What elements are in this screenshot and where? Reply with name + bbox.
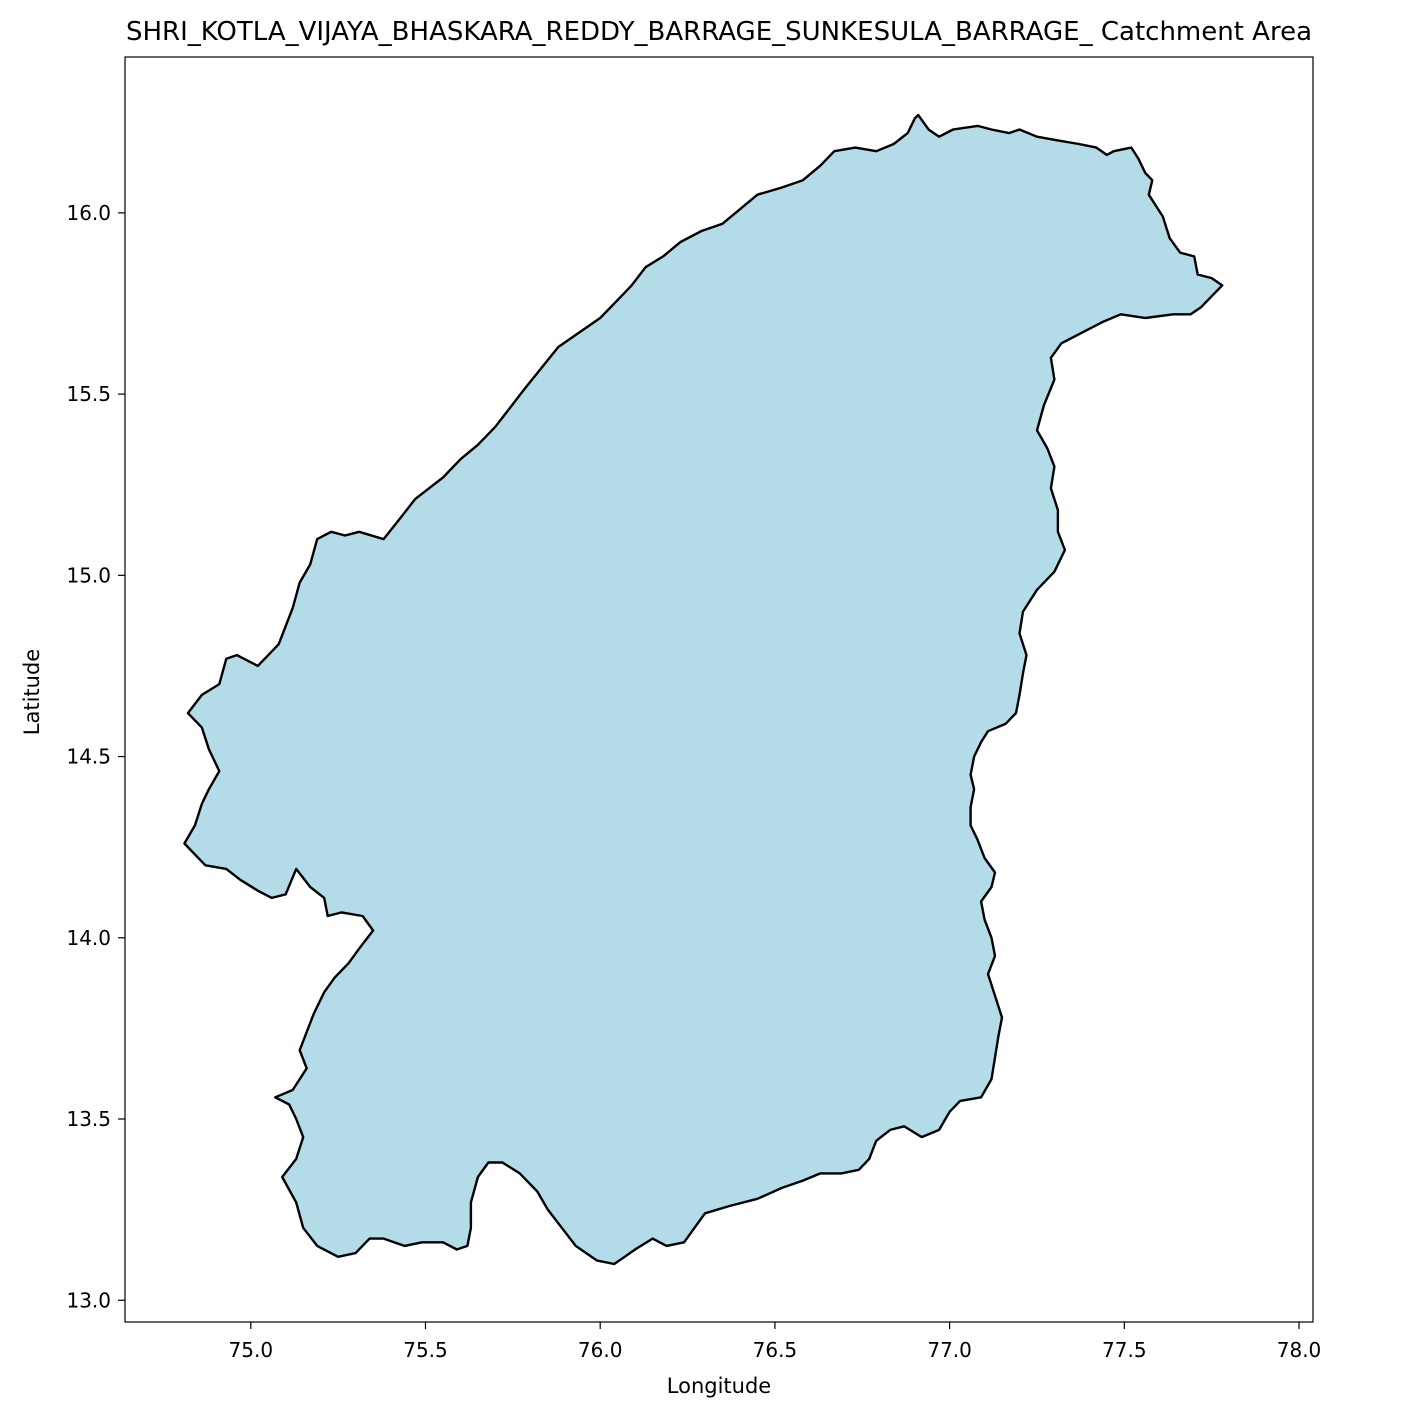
- x-tick-label: 75.5: [403, 1338, 448, 1362]
- x-tick-label: 75.0: [229, 1338, 274, 1362]
- x-tick-label: 77.0: [927, 1338, 972, 1362]
- x-tick-label: 76.5: [753, 1338, 798, 1362]
- x-tick-label: 78.0: [1277, 1338, 1322, 1362]
- y-tick-label: 14.0: [66, 926, 111, 950]
- axes-frame: [124, 56, 1314, 1323]
- x-axis-ticks: 75.0 75.5 76.0 76.5 77.0 77.5 78.0: [229, 1322, 1322, 1362]
- catchment-area-polygon: [183, 113, 1224, 1266]
- plot-area: [183, 113, 1224, 1266]
- y-tick-label: 15.5: [66, 382, 111, 406]
- y-tick-label: 14.5: [66, 745, 111, 769]
- x-axis-label: Longitude: [667, 1374, 771, 1398]
- y-tick-label: 15.0: [66, 563, 111, 587]
- y-tick-label: 13.0: [66, 1288, 111, 1312]
- chart-title: SHRI_KOTLA_VIJAYA_BHASKARA_REDDY_BARRAGE…: [126, 17, 1312, 47]
- y-axis-label: Latitude: [20, 649, 44, 735]
- y-tick-label: 13.5: [66, 1107, 111, 1131]
- x-tick-label: 76.0: [578, 1338, 623, 1362]
- y-axis-ticks: 13.0 13.5 14.0 14.5 15.0 15.5 16.0: [66, 201, 125, 1312]
- x-tick-label: 77.5: [1102, 1338, 1147, 1362]
- y-tick-label: 16.0: [66, 201, 111, 225]
